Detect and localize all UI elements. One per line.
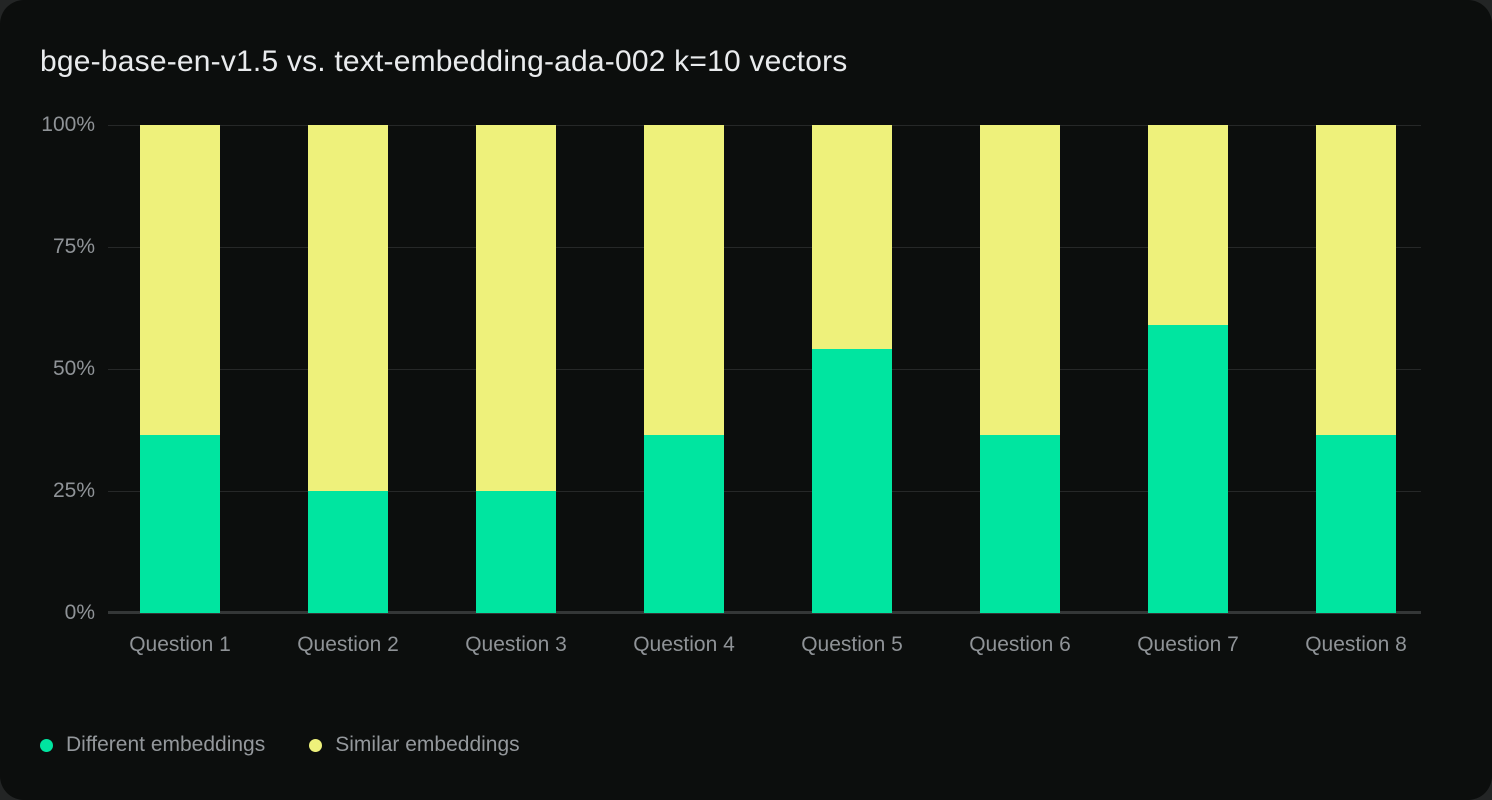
- x-tick-label: Question 5: [801, 633, 903, 656]
- x-tick-label: Question 3: [465, 633, 567, 656]
- legend-label: Different embeddings: [66, 733, 266, 756]
- bar-group-question-7: [1148, 125, 1228, 613]
- bar-segment-different-embeddings[interactable]: [980, 435, 1060, 613]
- x-tick-label: Question 2: [297, 633, 399, 656]
- bars-layer: [96, 125, 1440, 613]
- y-tick-label: 50%: [52, 357, 95, 380]
- bar-slot: [432, 125, 600, 613]
- x-axis: Question 1 Question 2 Question 3 Question 4…: [96, 631, 1440, 661]
- y-tick-label: 0%: [64, 601, 95, 624]
- gridline: [108, 247, 1421, 248]
- y-tick-label: 25%: [52, 479, 95, 502]
- gridline: [108, 125, 1421, 126]
- bar-group-question-1: [140, 125, 220, 613]
- bar-slot: [1272, 125, 1440, 613]
- bar-segment-similar-embeddings[interactable]: [140, 125, 220, 436]
- bar-segment-similar-embeddings[interactable]: [1316, 125, 1396, 436]
- bar-segment-different-embeddings[interactable]: [812, 349, 892, 613]
- x-tick-label: Question 7: [1137, 633, 1239, 656]
- bar-group-question-2: [308, 125, 388, 613]
- x-tick-label: Question 6: [969, 633, 1071, 656]
- gridline: [108, 369, 1421, 370]
- bar-segment-different-embeddings[interactable]: [1316, 435, 1396, 613]
- x-tick-label: Question 1: [129, 633, 231, 656]
- bar-segment-different-embeddings[interactable]: [1148, 325, 1228, 613]
- x-tick-label: Question 8: [1305, 633, 1407, 656]
- legend-item-similar-embeddings[interactable]: Similar embeddings: [309, 732, 520, 758]
- bar-slot: [1104, 125, 1272, 613]
- bar-slot: [264, 125, 432, 613]
- bar-segment-similar-embeddings[interactable]: [476, 125, 556, 491]
- chart-title: bge-base-en-v1.5 vs. text-embedding-ada-…: [40, 45, 848, 78]
- plot-area: [96, 125, 1440, 614]
- grid-layer: [108, 125, 1421, 614]
- y-tick-label: 75%: [52, 235, 95, 258]
- bar-segment-different-embeddings[interactable]: [140, 435, 220, 613]
- bar-segment-similar-embeddings[interactable]: [308, 125, 388, 491]
- legend-item-different-embeddings[interactable]: Different embeddings: [40, 732, 265, 758]
- x-axis-line: [108, 611, 1421, 614]
- bar-slot: [936, 125, 1104, 613]
- bar-segment-different-embeddings[interactable]: [476, 491, 556, 613]
- legend-label: Similar embeddings: [335, 733, 520, 756]
- bar-slot: [768, 125, 936, 613]
- bar-segment-similar-embeddings[interactable]: [644, 125, 724, 436]
- bar-segment-similar-embeddings[interactable]: [980, 125, 1060, 436]
- bar-segment-similar-embeddings[interactable]: [1148, 125, 1228, 326]
- bar-slot: [600, 125, 768, 613]
- bar-segment-different-embeddings[interactable]: [644, 435, 724, 613]
- y-axis: 0% 25% 50% 75% 100%: [0, 0, 95, 800]
- legend-marker-icon: [40, 738, 53, 752]
- legend-marker-icon: [309, 738, 323, 752]
- bar-group-question-5: [812, 125, 892, 613]
- gridline: [108, 491, 1421, 492]
- y-tick-label: 100%: [41, 113, 95, 136]
- bar-slot: [96, 125, 264, 613]
- bar-group-question-8: [1316, 125, 1396, 613]
- bar-segment-similar-embeddings[interactable]: [812, 125, 892, 350]
- legend: Different embeddings Similar embeddings: [40, 732, 520, 758]
- bar-group-question-6: [980, 125, 1060, 613]
- bar-group-question-3: [476, 125, 556, 613]
- bar-group-question-4: [644, 125, 724, 613]
- x-tick-label: Question 4: [633, 633, 735, 656]
- bar-segment-different-embeddings[interactable]: [308, 491, 388, 613]
